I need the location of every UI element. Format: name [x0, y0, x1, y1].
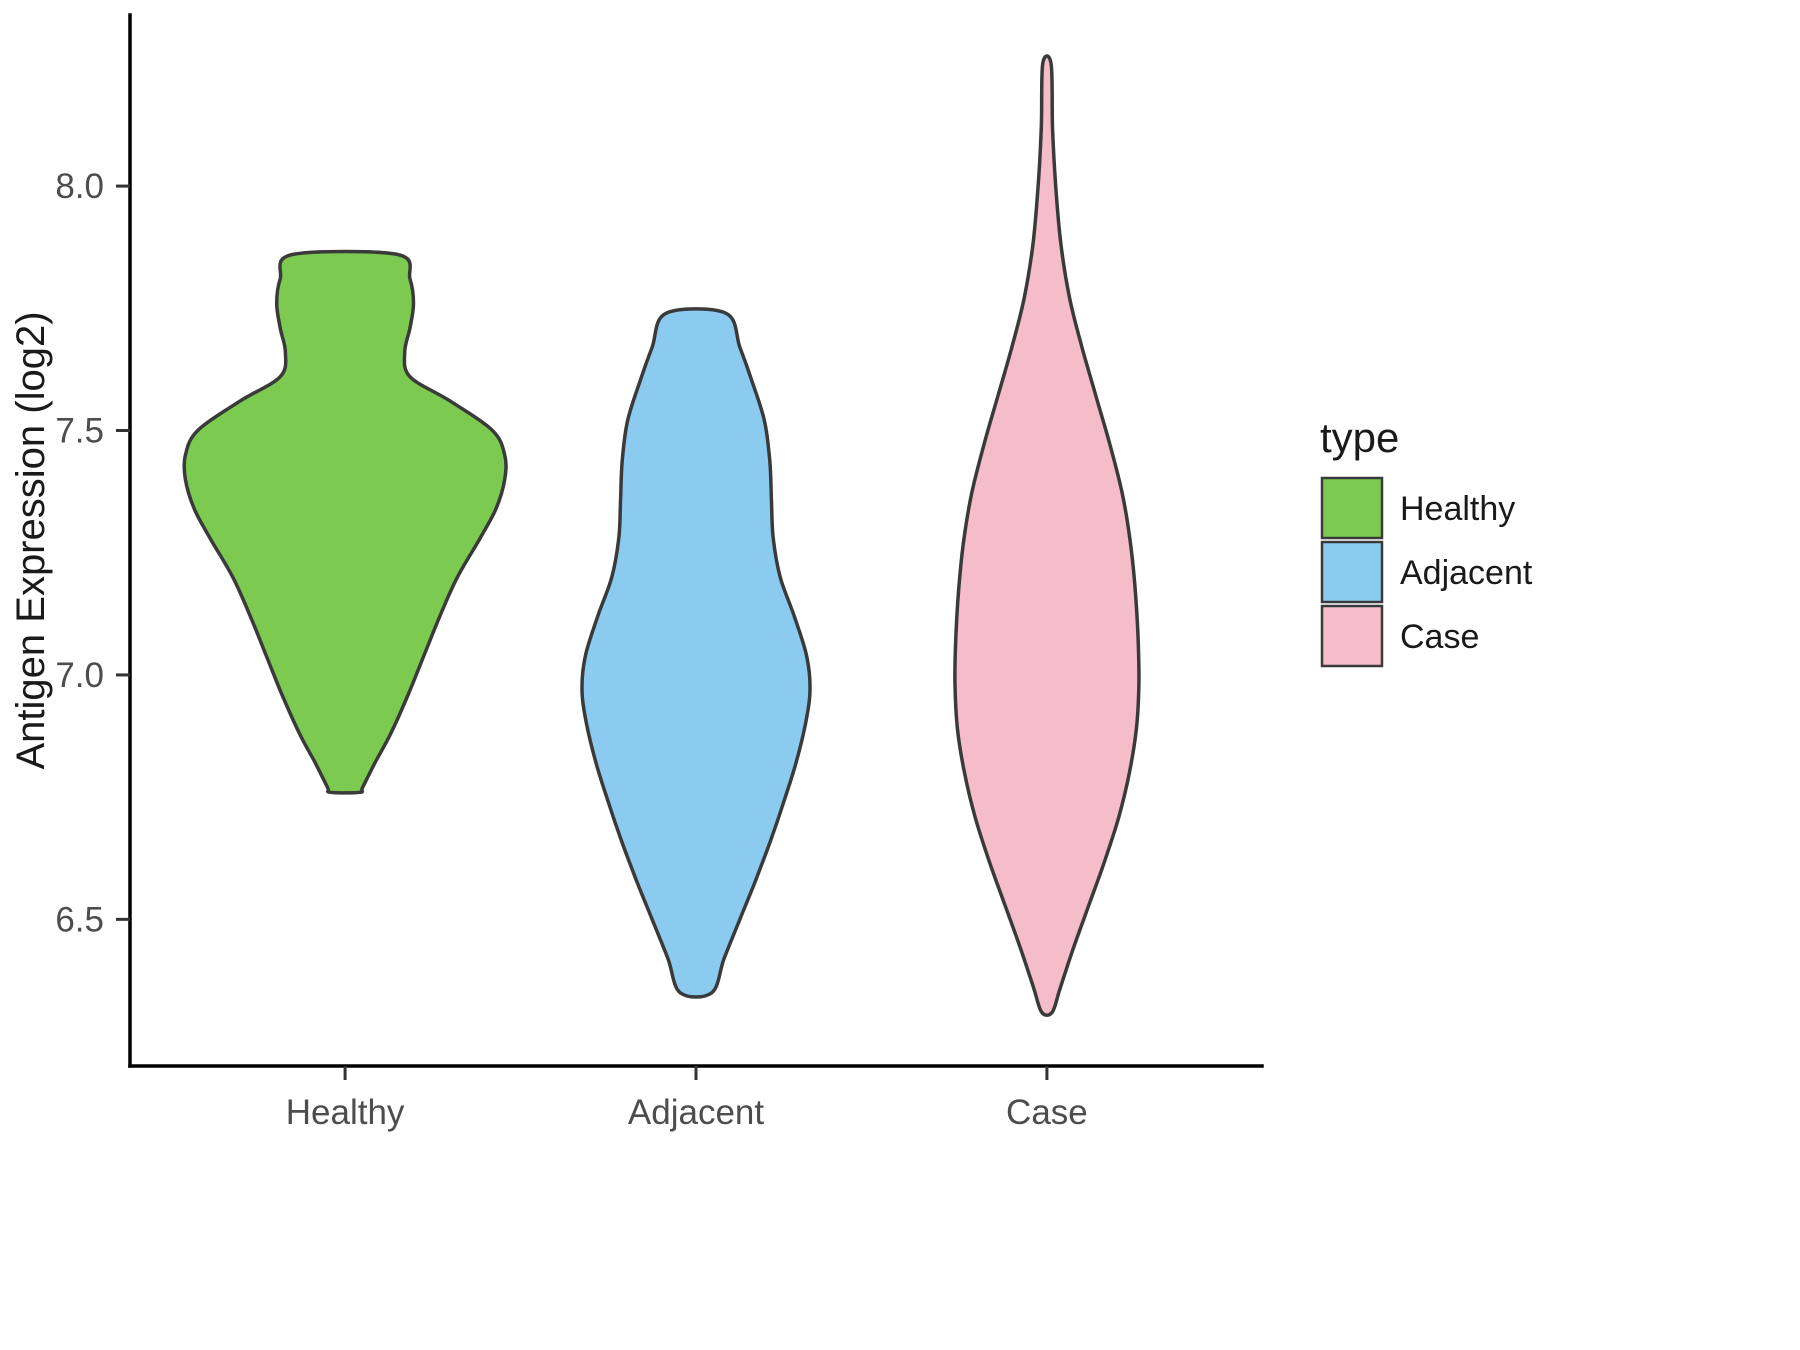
- y-tick-label: 6.5: [55, 900, 104, 939]
- y-tick-label: 8.0: [55, 167, 104, 206]
- y-tick-label: 7.5: [55, 412, 104, 451]
- x-tick-label-healthy: Healthy: [286, 1093, 405, 1132]
- violin-case: [953, 54, 1141, 1018]
- legend-title: type: [1320, 414, 1399, 461]
- violin-adjacent: [580, 307, 812, 999]
- legend-label-case: Case: [1400, 618, 1479, 656]
- violin-healthy: [182, 249, 508, 795]
- legend-key-adjacent: [1320, 540, 1384, 604]
- y-axis-title: Antigen Expression (log2): [9, 311, 53, 769]
- legend-key-case: [1320, 604, 1384, 668]
- legend-label-adjacent: Adjacent: [1400, 554, 1533, 592]
- y-tick-label: 7.0: [55, 656, 104, 695]
- x-tick-label-case: Case: [1006, 1093, 1088, 1132]
- x-tick-label-adjacent: Adjacent: [628, 1093, 764, 1132]
- legend-label-healthy: Healthy: [1400, 490, 1515, 528]
- legend-key-healthy: [1320, 476, 1384, 540]
